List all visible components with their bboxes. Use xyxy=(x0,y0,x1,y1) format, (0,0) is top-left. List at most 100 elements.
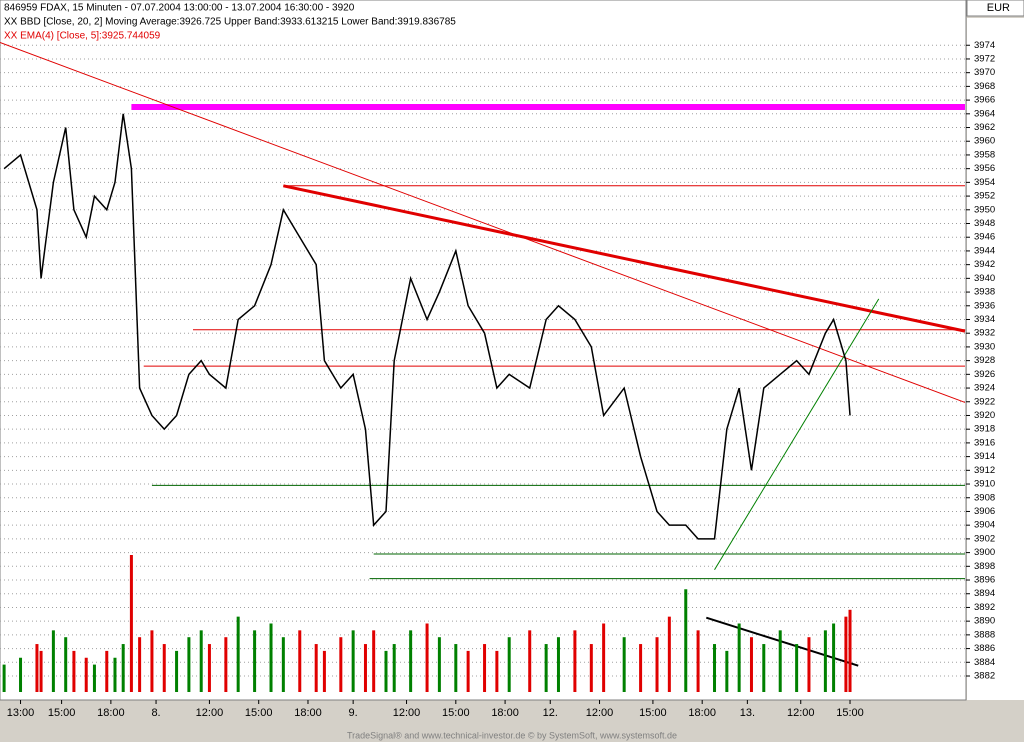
trendline xyxy=(283,184,966,333)
y-tick-label: 3938 xyxy=(974,287,995,298)
y-tick-label: 3888 xyxy=(974,629,995,640)
volume-bar xyxy=(655,637,659,692)
volume-bar xyxy=(19,657,23,692)
volume-bar xyxy=(269,623,273,692)
y-tick-label: 3970 xyxy=(974,67,995,78)
volume-bar xyxy=(495,650,499,692)
volume-bar xyxy=(425,623,429,692)
volume-bar xyxy=(556,637,560,692)
volume-bar xyxy=(372,630,376,692)
volume-bar xyxy=(2,664,6,692)
x-tick-label: 13. xyxy=(740,707,755,719)
y-tick-label: 3920 xyxy=(974,410,995,421)
y-tick-label: 3964 xyxy=(974,108,995,119)
volume-bar xyxy=(778,630,782,692)
volume-bar xyxy=(589,644,593,692)
volume-bar xyxy=(187,637,191,692)
volume-bar xyxy=(224,637,228,692)
volume-bar xyxy=(129,555,133,692)
volume-bar xyxy=(713,644,717,692)
y-tick-label: 3924 xyxy=(974,383,995,394)
volume-bar xyxy=(175,650,179,692)
indicator-label: XX EMA(4) [Close, 5]:3925.744059 xyxy=(4,31,161,42)
volume-bar xyxy=(298,630,302,692)
volume-bar xyxy=(121,644,125,692)
y-tick-label: 3884 xyxy=(974,657,995,668)
x-tick-label: 12. xyxy=(543,707,558,719)
y-tick-label: 3942 xyxy=(974,259,995,270)
y-tick-label: 3902 xyxy=(974,533,995,544)
volume-bar xyxy=(437,637,441,692)
x-tick-label: 15:00 xyxy=(836,707,864,719)
subtitle: XX BBD [Close, 20, 2] Moving Average:392… xyxy=(4,17,456,28)
trendline xyxy=(0,42,966,403)
x-tick-label: 12:00 xyxy=(787,707,815,719)
volume-bar xyxy=(162,644,166,692)
volume-bar xyxy=(602,623,606,692)
y-tick-label: 3894 xyxy=(974,588,995,599)
volume-bar xyxy=(236,616,240,692)
y-tick-label: 3916 xyxy=(974,437,995,448)
y-tick-label: 3954 xyxy=(974,177,995,188)
trendline xyxy=(714,298,880,570)
volume-bar xyxy=(199,630,203,692)
y-tick-label: 3958 xyxy=(974,149,995,160)
x-tick-label: 12:00 xyxy=(196,707,224,719)
volume-bar xyxy=(409,630,413,692)
volume-bar xyxy=(72,650,76,692)
volume-bar xyxy=(314,644,318,692)
y-tick-label: 3908 xyxy=(974,492,995,503)
y-tick-label: 3904 xyxy=(974,520,995,531)
y-tick-label: 3950 xyxy=(974,204,995,215)
volume-bar xyxy=(150,630,154,692)
y-tick-label: 3944 xyxy=(974,245,995,256)
volume-bar xyxy=(528,630,532,692)
volume-bar xyxy=(823,630,827,692)
y-tick-label: 3926 xyxy=(974,369,995,380)
x-tick-label: 9. xyxy=(349,707,358,719)
y-tick-label: 3948 xyxy=(974,218,995,229)
volume-bar xyxy=(454,644,458,692)
y-tick-label: 3890 xyxy=(974,616,995,627)
x-tick-label: 18:00 xyxy=(294,707,322,719)
y-tick-label: 3886 xyxy=(974,643,995,654)
volume-bar xyxy=(466,650,470,692)
volume-bar xyxy=(573,630,577,692)
x-tick-label: 15:00 xyxy=(639,707,667,719)
x-tick-label: 13:00 xyxy=(7,707,35,719)
y-tick-label: 3898 xyxy=(974,561,995,572)
volume-bar xyxy=(622,637,626,692)
volume-bar xyxy=(737,623,741,692)
volume-bar xyxy=(384,650,388,692)
x-tick-label: 15:00 xyxy=(442,707,470,719)
y-tick-label: 3936 xyxy=(974,300,995,311)
x-tick-label: 15:00 xyxy=(245,707,273,719)
y-tick-label: 3930 xyxy=(974,341,995,352)
volume-bar xyxy=(725,650,729,692)
volume-bar xyxy=(363,644,367,692)
volume-bar xyxy=(64,637,68,692)
y-tick-label: 3940 xyxy=(974,273,995,284)
volume-bar xyxy=(832,623,836,692)
y-tick-label: 3952 xyxy=(974,191,995,202)
y-tick-label: 3968 xyxy=(974,81,995,92)
y-tick-label: 3966 xyxy=(974,95,995,106)
volume-bar xyxy=(339,637,343,692)
volume-bar xyxy=(639,644,643,692)
y-tick-label: 3918 xyxy=(974,424,995,435)
volume-bar xyxy=(281,637,285,692)
y-tick-label: 3900 xyxy=(974,547,995,558)
volume-bar xyxy=(351,630,355,692)
volume-bar xyxy=(105,650,109,692)
y-tick-label: 3882 xyxy=(974,671,995,682)
y-tick-label: 3910 xyxy=(974,479,995,490)
volume-bar xyxy=(322,650,326,692)
chart-title: 846959 FDAX, 15 Minuten - 07.07.2004 13:… xyxy=(4,3,355,14)
y-tick-label: 3962 xyxy=(974,122,995,133)
volume-bar xyxy=(392,644,396,692)
volume-bar xyxy=(807,637,811,692)
y-tick-label: 3932 xyxy=(974,328,995,339)
x-tick-label: 18:00 xyxy=(491,707,519,719)
y-tick-label: 3914 xyxy=(974,451,995,462)
